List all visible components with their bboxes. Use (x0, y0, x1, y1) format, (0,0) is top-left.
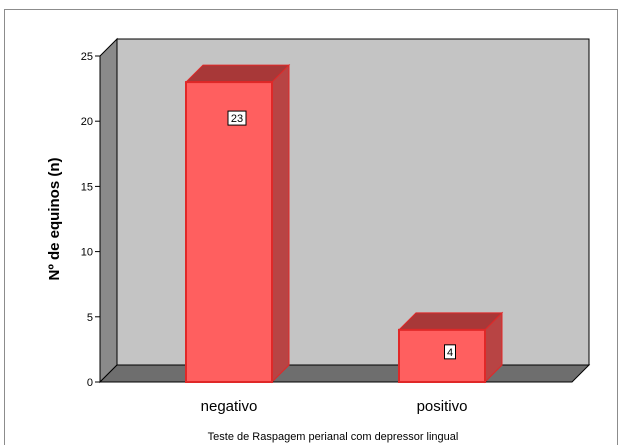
data-label: 23 (231, 113, 243, 125)
x-ticks: negativo positivo (201, 398, 468, 415)
x-tick-label: negativo (201, 398, 258, 415)
left-wall (99, 37, 118, 384)
y-tick-label: 20 (81, 116, 93, 128)
data-label-box (227, 110, 247, 126)
y-tick-label: 10 (81, 247, 93, 259)
y-tick-label: 0 (87, 377, 93, 389)
data-label: 4 (447, 347, 453, 359)
y-tick-label: 15 (81, 181, 93, 193)
bars: 23 4 (184, 63, 504, 384)
y-axis-title: Nº de equinos (n) (46, 158, 63, 281)
bar-top-face (184, 64, 291, 83)
y-ticks: 0 5 10 15 20 25 (81, 51, 100, 389)
floor (98, 364, 591, 383)
x-axis-title: Teste de Raspagem perianal com depressor… (208, 431, 459, 443)
y-tick-label: 25 (81, 51, 93, 63)
bar-positivo: 4 (397, 311, 504, 384)
bar-negativo: 23 (184, 63, 291, 384)
bar-top-face (397, 312, 504, 331)
x-tick-label: positivo (417, 398, 468, 415)
data-label-box (444, 344, 456, 360)
bar-side-face (271, 63, 290, 384)
bar-front-face (398, 328, 486, 383)
bar-front-face (185, 81, 273, 384)
y-tick-label: 5 (87, 312, 93, 324)
